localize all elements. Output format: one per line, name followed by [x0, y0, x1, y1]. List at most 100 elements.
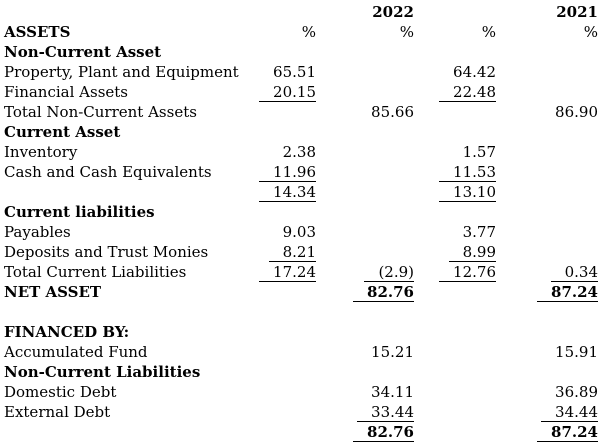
row-blank-21: 82.76 87.24 — [0, 422, 602, 442]
col3-cell — [416, 282, 498, 302]
col3-cell: 1.57 — [416, 142, 498, 162]
col2-cell — [318, 62, 416, 82]
col2-cell: 82.76 — [318, 422, 416, 442]
cell-value: 33.44 — [357, 403, 414, 422]
col2-cell — [318, 202, 416, 222]
col1-cell — [250, 102, 318, 122]
cell-value: 82.76 — [353, 283, 414, 302]
col2-cell: 15.21 — [318, 342, 416, 362]
row-assets: ASSETS%%%% — [0, 22, 602, 42]
row-label: External Debt — [4, 403, 111, 421]
cell-value: 13.10 — [439, 183, 496, 202]
cell-value: 1.57 — [462, 143, 496, 161]
row-current-asset: Current Asset — [0, 122, 602, 142]
col4-cell — [498, 202, 600, 222]
row-external-debt: External Debt 33.44 34.44 — [0, 402, 602, 422]
row-label: Non-Current Liabilities — [4, 363, 201, 381]
col4-cell — [498, 162, 600, 182]
col1-cell: % — [250, 22, 318, 42]
row-label: FINANCED BY: — [4, 323, 130, 341]
row-blank-15 — [0, 302, 602, 322]
col4-cell — [498, 62, 600, 82]
row-deposits-and-trust-monies: Deposits and Trust Monies 8.21 8.99 — [0, 242, 602, 262]
cell-value: 17.24 — [259, 263, 316, 282]
row-cash-and-cash-equivalents: Cash and Cash Equivalents 11.96 11.53 — [0, 162, 602, 182]
cell-value: 3.77 — [462, 223, 496, 241]
col1-cell: 11.96 — [250, 162, 318, 182]
col4-cell: 86.90 — [498, 102, 600, 122]
cell-value: 20.15 — [259, 83, 316, 102]
col2-cell: % — [318, 22, 416, 42]
col1-cell — [250, 202, 318, 222]
col3-cell — [416, 422, 498, 442]
col4-cell: 34.44 — [498, 402, 600, 422]
col4-cell: 0.34 — [498, 262, 600, 282]
col2-cell: 33.44 — [318, 402, 416, 422]
col2-cell — [318, 222, 416, 242]
row-net-asset: NET ASSET 82.76 87.24 — [0, 282, 602, 302]
row-label: NET ASSET — [4, 283, 102, 301]
col2-cell — [318, 82, 416, 102]
row-label: Payables — [4, 223, 71, 241]
row-label: Deposits and Trust Monies — [4, 243, 209, 261]
col3-cell: 22.48 — [416, 82, 498, 102]
col2-cell — [318, 302, 416, 322]
col2-cell — [318, 242, 416, 262]
col2-cell: 34.11 — [318, 382, 416, 402]
col4-cell — [498, 302, 600, 322]
cell-value: 14.34 — [259, 183, 316, 202]
col4-cell — [498, 362, 600, 382]
col3-cell — [416, 202, 498, 222]
cell-value: 11.53 — [439, 163, 496, 182]
cell-value: % — [301, 23, 316, 41]
col4-cell — [498, 222, 600, 242]
col1-cell — [250, 382, 318, 402]
cell-value: 9.03 — [282, 223, 316, 241]
row-label — [4, 302, 250, 322]
row-non-current-asset: Non-Current Asset — [0, 42, 602, 62]
col3-cell — [416, 102, 498, 122]
col2-cell — [318, 122, 416, 142]
cell-value: 8.99 — [448, 243, 496, 262]
col1-cell — [250, 342, 318, 362]
cell-value: 2021 — [556, 3, 598, 21]
col2-cell — [318, 42, 416, 62]
cell-value: 87.24 — [537, 423, 598, 442]
cell-value: 86.90 — [555, 103, 598, 121]
col3-cell: 12.76 — [416, 262, 498, 282]
row-label: Non-Current Asset — [4, 43, 162, 61]
cell-value: % — [399, 23, 414, 41]
col2-cell: 82.76 — [318, 282, 416, 302]
row-financed-by: FINANCED BY: — [0, 322, 602, 342]
row-label: ASSETS — [4, 23, 71, 41]
col4-cell — [498, 142, 600, 162]
row-label: Current liabilities — [4, 203, 155, 221]
col1-cell — [250, 282, 318, 302]
col1-cell — [250, 122, 318, 142]
col4-cell: 36.89 — [498, 382, 600, 402]
col2-cell — [318, 362, 416, 382]
col3-cell — [416, 402, 498, 422]
cell-value: 2022 — [372, 3, 414, 21]
row-label: Total Current Liabilities — [4, 263, 187, 281]
cell-value: 22.48 — [439, 83, 496, 102]
col3-cell — [416, 42, 498, 62]
col3-cell: % — [416, 22, 498, 42]
row-label: Total Non-Current Assets — [4, 103, 197, 121]
row-label — [4, 422, 250, 442]
col3-cell — [416, 122, 498, 142]
col2-cell — [318, 182, 416, 202]
col4-cell — [498, 322, 600, 342]
col1-cell: 8.21 — [250, 242, 318, 262]
row-accumulated-fund: Accumulated Fund 15.21 15.91 — [0, 342, 602, 362]
cell-value: 2.38 — [282, 143, 316, 161]
row-domestic-debt: Domestic Debt 34.11 36.89 — [0, 382, 602, 402]
row-label: Accumulated Fund — [4, 343, 148, 361]
col3-cell — [416, 382, 498, 402]
cell-value: 36.89 — [555, 383, 598, 401]
row-total-non-current-assets: Total Non-Current Assets 85.66 86.90 — [0, 102, 602, 122]
cell-value: 11.96 — [259, 163, 316, 182]
col4-cell — [498, 182, 600, 202]
col1-cell — [250, 42, 318, 62]
